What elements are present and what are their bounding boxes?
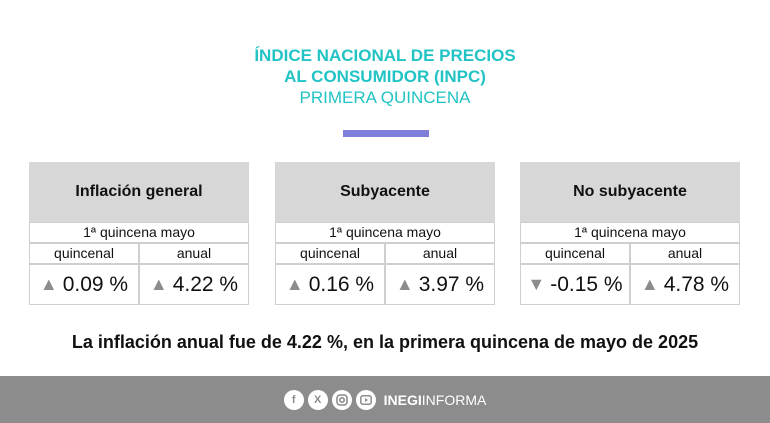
card-no-subyacente: No subyacente 1ª quincena mayo quincenal… (520, 162, 740, 305)
card-inflacion-general: Inflación general 1ª quincena mayo quinc… (29, 162, 249, 305)
title-line-1: ÍNDICE NACIONAL DE PRECIOS (254, 46, 516, 65)
brand-light: INFORMA (421, 391, 487, 408)
value-text: 0.09 % (62, 272, 129, 296)
column-anual: anual (385, 243, 495, 264)
value-text: -0.15 % (550, 272, 623, 296)
card-subyacente: Subyacente 1ª quincena mayo quincenal an… (275, 162, 495, 305)
card-title: No subyacente (573, 183, 687, 200)
card-values: ▲ 0.16 % ▲ 3.97 % (275, 264, 495, 305)
column-anual: anual (630, 243, 740, 264)
brand-bold: INEGI (383, 391, 422, 408)
footer: f X INEGIINFORMA (0, 376, 770, 423)
header: ÍNDICE NACIONAL DE PRECIOS AL CONSUMIDOR… (0, 45, 770, 108)
value-anual: ▲ 3.97 % (385, 264, 495, 305)
card-column-headers: quincenal anual (275, 243, 495, 264)
column-quincenal: quincenal (275, 243, 385, 264)
up-arrow-icon: ▲ (149, 274, 168, 294)
card-values: ▼ -0.15 % ▲ 4.78 % (520, 264, 740, 305)
card-column-headers: quincenal anual (29, 243, 249, 264)
accent-divider (343, 130, 429, 137)
value-anual: ▲ 4.22 % (139, 264, 249, 305)
column-quincenal: quincenal (520, 243, 630, 264)
card-period: 1ª quincena mayo (29, 222, 249, 243)
card-title: Subyacente (340, 183, 430, 200)
column-anual: anual (139, 243, 249, 264)
value-text: 4.22 % (172, 272, 239, 296)
value-text: 0.16 % (308, 272, 375, 296)
card-period: 1ª quincena mayo (275, 222, 495, 243)
up-arrow-icon: ▲ (39, 274, 58, 294)
instagram-icon[interactable] (331, 389, 352, 410)
subtitle: PRIMERA QUINCENA (299, 88, 471, 107)
facebook-icon[interactable]: f (283, 389, 304, 410)
down-arrow-icon: ▼ (527, 274, 546, 294)
value-anual: ▲ 4.78 % (630, 264, 740, 305)
card-values: ▲ 0.09 % ▲ 4.22 % (29, 264, 249, 305)
value-quincenal: ▲ 0.16 % (275, 264, 385, 305)
up-arrow-icon: ▲ (640, 274, 659, 294)
card-title: Inflación general (75, 183, 203, 200)
card-period: 1ª quincena mayo (520, 222, 740, 243)
summary-text: La inflación anual fue de 4.22 %, en la … (71, 332, 699, 352)
x-icon[interactable]: X (307, 389, 328, 410)
card-column-headers: quincenal anual (520, 243, 740, 264)
title-line-2: AL CONSUMIDOR (INPC) (284, 67, 486, 86)
value-text: 3.97 % (418, 272, 485, 296)
youtube-icon[interactable] (355, 389, 376, 410)
up-arrow-icon: ▲ (395, 274, 414, 294)
value-text: 4.78 % (663, 272, 730, 296)
value-quincenal: ▼ -0.15 % (520, 264, 630, 305)
column-quincenal: quincenal (29, 243, 139, 264)
social-links: f X (283, 389, 380, 410)
up-arrow-icon: ▲ (285, 274, 304, 294)
brand-logo: INEGIINFORMA (384, 392, 487, 408)
value-quincenal: ▲ 0.09 % (29, 264, 139, 305)
